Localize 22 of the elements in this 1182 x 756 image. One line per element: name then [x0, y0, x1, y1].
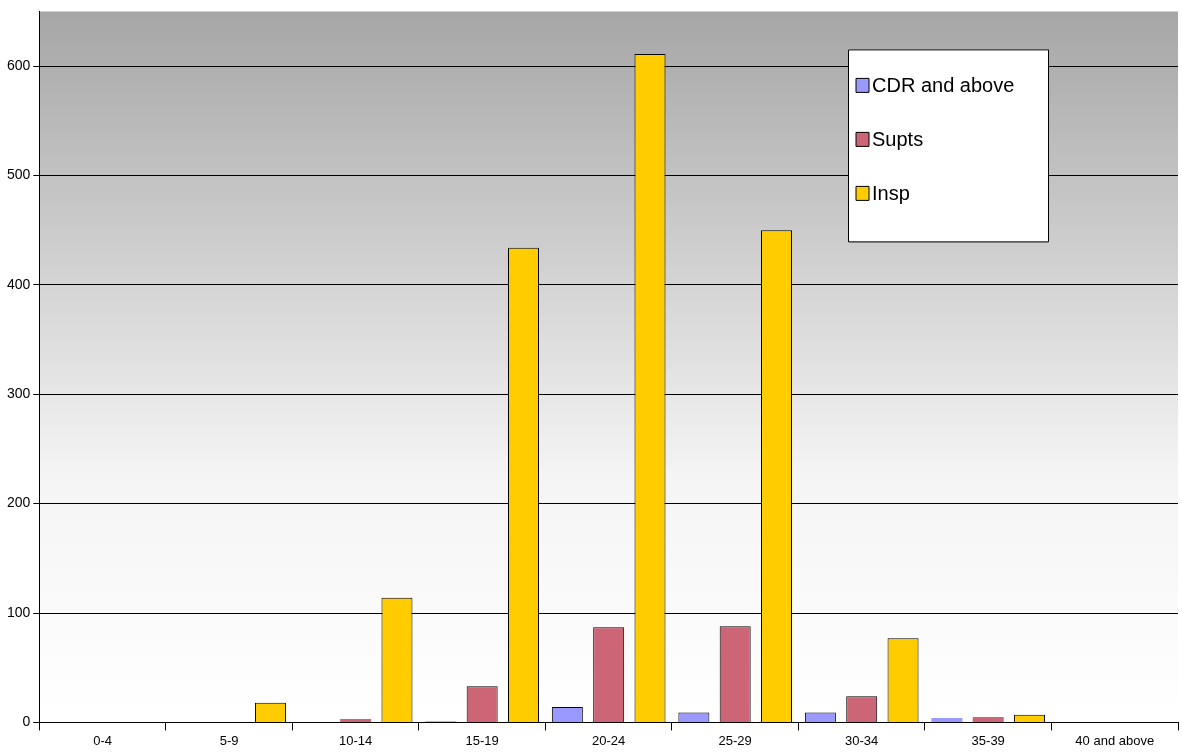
legend-label: Supts	[872, 127, 924, 150]
x-tick-label: 15-19	[465, 732, 499, 748]
x-tick-label: 35-39	[971, 732, 1005, 748]
x-tick-label: 40 and above	[1075, 732, 1155, 748]
bar	[931, 718, 963, 722]
bar	[340, 719, 372, 722]
x-tick-label: 5-9	[219, 732, 239, 748]
legend-label: CDR and above	[872, 73, 1015, 96]
y-tick-label: 400	[7, 275, 31, 292]
x-tick-label: 0-4	[93, 732, 113, 748]
legend-label: Insp	[872, 181, 910, 204]
x-tick-label: 30-34	[845, 732, 879, 748]
x-tick-label: 25-29	[718, 732, 752, 748]
x-tick-label: 20-24	[592, 732, 626, 748]
x-tick-label: 10-14	[339, 732, 373, 748]
y-tick-label: 600	[7, 56, 31, 73]
y-tick-label: 100	[7, 603, 31, 620]
y-tick-label: 0	[22, 713, 31, 730]
bar	[972, 716, 1004, 722]
y-tick-label: 300	[7, 385, 31, 402]
y-tick-label: 200	[7, 494, 31, 511]
y-tick-label: 500	[7, 166, 31, 183]
